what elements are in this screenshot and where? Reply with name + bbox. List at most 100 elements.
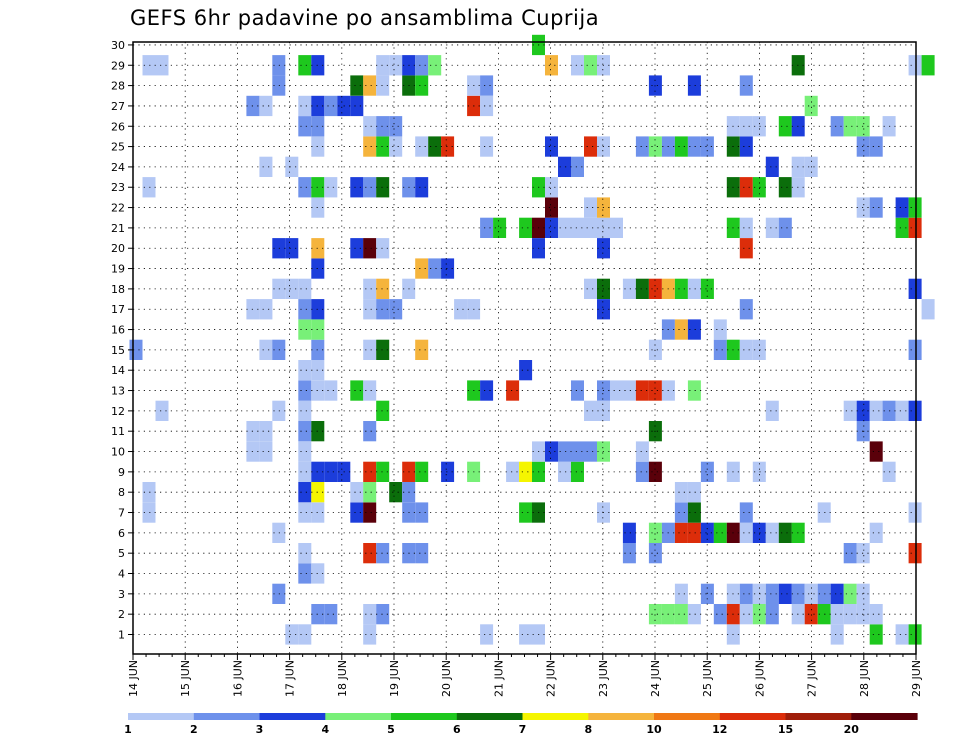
heatmap-cell [350, 502, 364, 523]
heatmap-cell [778, 217, 792, 238]
heatmap-cell [259, 156, 273, 177]
heatmap-cell [778, 522, 792, 543]
heatmap-cell [739, 339, 753, 360]
y-tick-label: 16 [111, 324, 125, 337]
heatmap-cell [739, 177, 753, 198]
heatmap-cell [519, 461, 533, 482]
heatmap-cell [415, 339, 429, 360]
heatmap-cell [635, 136, 649, 157]
heatmap-cell [752, 177, 766, 198]
heatmap-cell [739, 136, 753, 157]
heatmap-cell [804, 604, 818, 625]
heatmap-cell [480, 217, 494, 238]
heatmap-cell [635, 461, 649, 482]
heatmap-cell [363, 136, 377, 157]
heatmap-cell [350, 238, 364, 259]
heatmap-cell [363, 482, 377, 503]
heatmap-cell [895, 400, 909, 421]
y-tick-label: 12 [111, 405, 125, 418]
colorbar-swatch [128, 713, 195, 720]
heatmap-cell [648, 75, 662, 96]
heatmap-cell [778, 116, 792, 137]
heatmap-cell [298, 278, 312, 299]
heatmap-cell [687, 522, 701, 543]
heatmap-cell [869, 136, 883, 157]
heatmap-cell [363, 502, 377, 523]
heatmap-cell [493, 217, 507, 238]
y-tick-label: 26 [111, 120, 125, 133]
heatmap-cell [674, 604, 688, 625]
heatmap-cell [298, 55, 312, 76]
heatmap-cell [921, 299, 935, 320]
heatmap-cell [804, 95, 818, 117]
heatmap-cell [376, 299, 390, 320]
heatmap-cell [376, 55, 390, 76]
heatmap-cell [648, 421, 662, 442]
heatmap-cell [856, 136, 870, 157]
heatmap-cell [869, 197, 883, 218]
heatmap-cell [376, 136, 390, 157]
x-tick-label: 20 JUN [440, 660, 453, 697]
heatmap-cell [856, 421, 870, 442]
heatmap-cell [298, 360, 312, 381]
heatmap-cell [389, 116, 403, 137]
y-axis: 1234567891011121314151617181920212223242… [111, 39, 133, 642]
heatmap-cell [584, 441, 597, 462]
heatmap-cell [687, 278, 701, 299]
heatmap-cell [713, 522, 727, 543]
heatmap-cell [376, 339, 390, 360]
heatmap-cell [298, 299, 312, 320]
heatmap-cell [545, 136, 558, 157]
heatmap-cell [869, 400, 883, 421]
colorbar-swatch [193, 713, 261, 720]
heatmap-cell [843, 400, 857, 421]
heatmap-cell [519, 360, 533, 381]
heatmap-cell [674, 319, 688, 340]
heatmap-cell [324, 461, 338, 482]
heatmap-cell [739, 116, 753, 137]
heatmap-cell [389, 136, 403, 157]
heatmap-cell [298, 543, 312, 564]
heatmap-cell [285, 278, 299, 299]
heatmap-cell [674, 502, 688, 523]
heatmap-cell [778, 177, 792, 198]
heatmap-cell [648, 461, 662, 482]
heatmap-cell [635, 380, 649, 401]
heatmap-cell [622, 543, 636, 564]
heatmap-cell [519, 502, 533, 523]
heatmap-cell [142, 177, 156, 198]
x-tick-label: 22 JUN [545, 660, 558, 697]
heatmap-cell [843, 604, 857, 625]
heatmap-cell [389, 482, 403, 503]
y-tick-label: 24 [111, 161, 125, 174]
heatmap-cell [298, 116, 312, 137]
heatmap-cell [558, 461, 571, 482]
colorbar-swatch [719, 713, 787, 720]
heatmap-cell [584, 197, 597, 218]
heatmap-cell [648, 278, 662, 299]
heatmap-cell [843, 543, 857, 564]
heatmap-cell [441, 461, 455, 482]
colorbar-swatch [588, 713, 655, 720]
heatmap-cell [856, 116, 870, 137]
colorbar-label: 3 [256, 723, 264, 736]
heatmap-cell [545, 177, 558, 198]
heatmap-cell [571, 156, 584, 177]
heatmap-cell [389, 299, 403, 320]
heatmap-cell [895, 624, 909, 645]
heatmap-cell [687, 319, 701, 340]
colorbar-label: 1 [124, 723, 132, 736]
heatmap-cell [739, 75, 753, 96]
heatmap-cell [856, 604, 870, 625]
heatmap-cell [363, 421, 377, 442]
heatmap-cell [363, 177, 377, 198]
heatmap-cell [908, 278, 922, 299]
x-tick-label: 16 JUN [231, 660, 244, 697]
heatmap-cell [259, 339, 273, 360]
heatmap-cell [687, 482, 701, 503]
heatmap-cell [441, 258, 455, 279]
heatmap-cell [687, 502, 701, 523]
heatmap-cell [648, 380, 662, 401]
heatmap-cell [324, 177, 338, 198]
heatmap-cell [739, 522, 753, 543]
